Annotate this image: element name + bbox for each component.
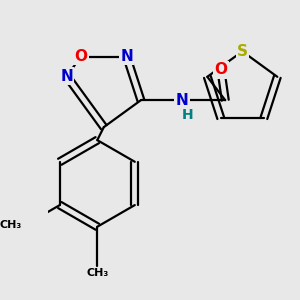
Text: N: N [120, 49, 133, 64]
Text: O: O [74, 49, 87, 64]
Text: N: N [176, 93, 188, 108]
Text: H: H [182, 108, 193, 122]
Text: N: N [60, 69, 73, 84]
Text: CH₃: CH₃ [86, 268, 108, 278]
Text: CH₃: CH₃ [0, 220, 22, 230]
Text: S: S [237, 44, 248, 59]
Text: O: O [214, 62, 227, 77]
